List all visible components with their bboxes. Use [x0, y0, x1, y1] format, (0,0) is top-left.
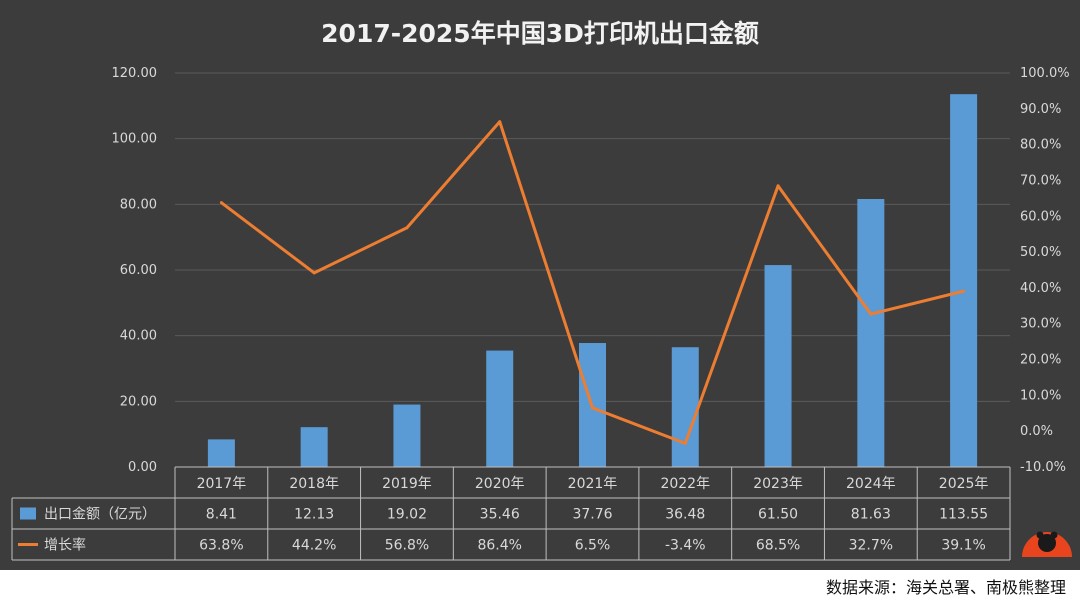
line-point	[776, 184, 780, 188]
x-tick-label: 2025年	[939, 476, 989, 492]
data-label: 19.02	[387, 507, 427, 523]
data-label: 32.7%	[849, 538, 893, 554]
data-label: 86.4%	[477, 538, 521, 554]
x-tick-label: 2024年	[846, 476, 896, 492]
data-label: 113.55	[939, 507, 988, 523]
y-right-tick-label: 30.0%	[1020, 317, 1061, 332]
line-point	[405, 226, 409, 230]
y-left-tick-label: 80.00	[120, 197, 157, 212]
x-tick-label: 2020年	[475, 476, 525, 492]
y-right-tick-label: 0.0%	[1020, 424, 1053, 439]
x-tick-label: 2023年	[753, 476, 803, 492]
legend-label: 出口金额（亿元）	[44, 507, 156, 523]
x-tick-label: 2019年	[382, 476, 432, 492]
y-right-tick-label: 50.0%	[1020, 245, 1061, 260]
bar	[207, 439, 235, 467]
logo-bear-ear	[1036, 531, 1044, 539]
y-left-tick-label: 60.00	[120, 263, 157, 278]
y-left-tick-label: 0.00	[128, 460, 157, 475]
logo-bear-ear	[1050, 531, 1058, 539]
legend-key-bar	[20, 507, 36, 520]
data-label: 36.48	[665, 507, 705, 523]
data-label: 61.50	[758, 507, 798, 523]
data-label: 12.13	[294, 507, 334, 523]
y-right-tick-label: 70.0%	[1020, 173, 1061, 188]
data-label: 56.8%	[385, 538, 429, 554]
line-point	[312, 271, 316, 275]
chart-canvas: 2017-2025年中国3D打印机出口金额 0.00 20.00 40.00 60.00…	[0, 0, 1080, 570]
x-tick-label: 2018年	[289, 476, 339, 492]
y-right-tick-label: 40.0%	[1020, 281, 1061, 296]
y-left-tick-label: 100.00	[112, 132, 158, 147]
x-tick-label: 2017年	[197, 476, 247, 492]
bar	[393, 404, 421, 467]
legend-label: 增长率	[44, 537, 86, 554]
y-right-tick-label: 100.0%	[1020, 66, 1070, 81]
data-label: 44.2%	[292, 538, 336, 554]
data-label: 81.63	[851, 507, 891, 523]
line-point	[591, 406, 594, 410]
bar	[857, 198, 885, 467]
logo-bear-face	[1038, 534, 1056, 552]
data-label: 6.5%	[575, 538, 611, 554]
y-right-tick-label: -10.0%	[1020, 460, 1066, 475]
line-point	[219, 201, 223, 205]
chart-background	[0, 0, 1080, 570]
data-label: 8.41	[206, 507, 237, 523]
y-left-tick-label: 120.00	[112, 66, 158, 81]
y-right-tick-label: 60.0%	[1020, 209, 1061, 224]
line-point	[869, 312, 873, 316]
bar	[300, 427, 328, 467]
data-label: 37.76	[572, 507, 612, 523]
x-tick-label: 2021年	[568, 476, 618, 492]
data-label: 63.8%	[199, 538, 243, 554]
x-tick-label: 2022年	[660, 476, 710, 492]
y-right-tick-label: 80.0%	[1020, 138, 1061, 153]
y-right-tick-label: 10.0%	[1020, 388, 1061, 403]
data-label: 39.1%	[941, 538, 985, 554]
data-label: 35.46	[480, 507, 520, 523]
line-point	[683, 441, 687, 445]
bar	[486, 350, 514, 467]
line-point	[498, 120, 502, 124]
y-right-tick-label: 90.0%	[1020, 102, 1061, 117]
bar	[950, 94, 978, 468]
chart-title: 2017-2025年中国3D打印机出口金额	[321, 19, 759, 48]
data-label: -3.4%	[665, 538, 706, 554]
y-left-tick-label: 20.00	[120, 394, 157, 409]
line-point	[962, 289, 966, 293]
y-left-tick-label: 40.00	[120, 329, 157, 344]
data-label: 68.5%	[756, 538, 800, 554]
bar	[671, 347, 699, 467]
y-right-tick-label: 20.0%	[1020, 353, 1061, 368]
source-note: 数据来源：海关总署、南极熊整理	[825, 578, 1066, 597]
bar	[764, 265, 792, 467]
